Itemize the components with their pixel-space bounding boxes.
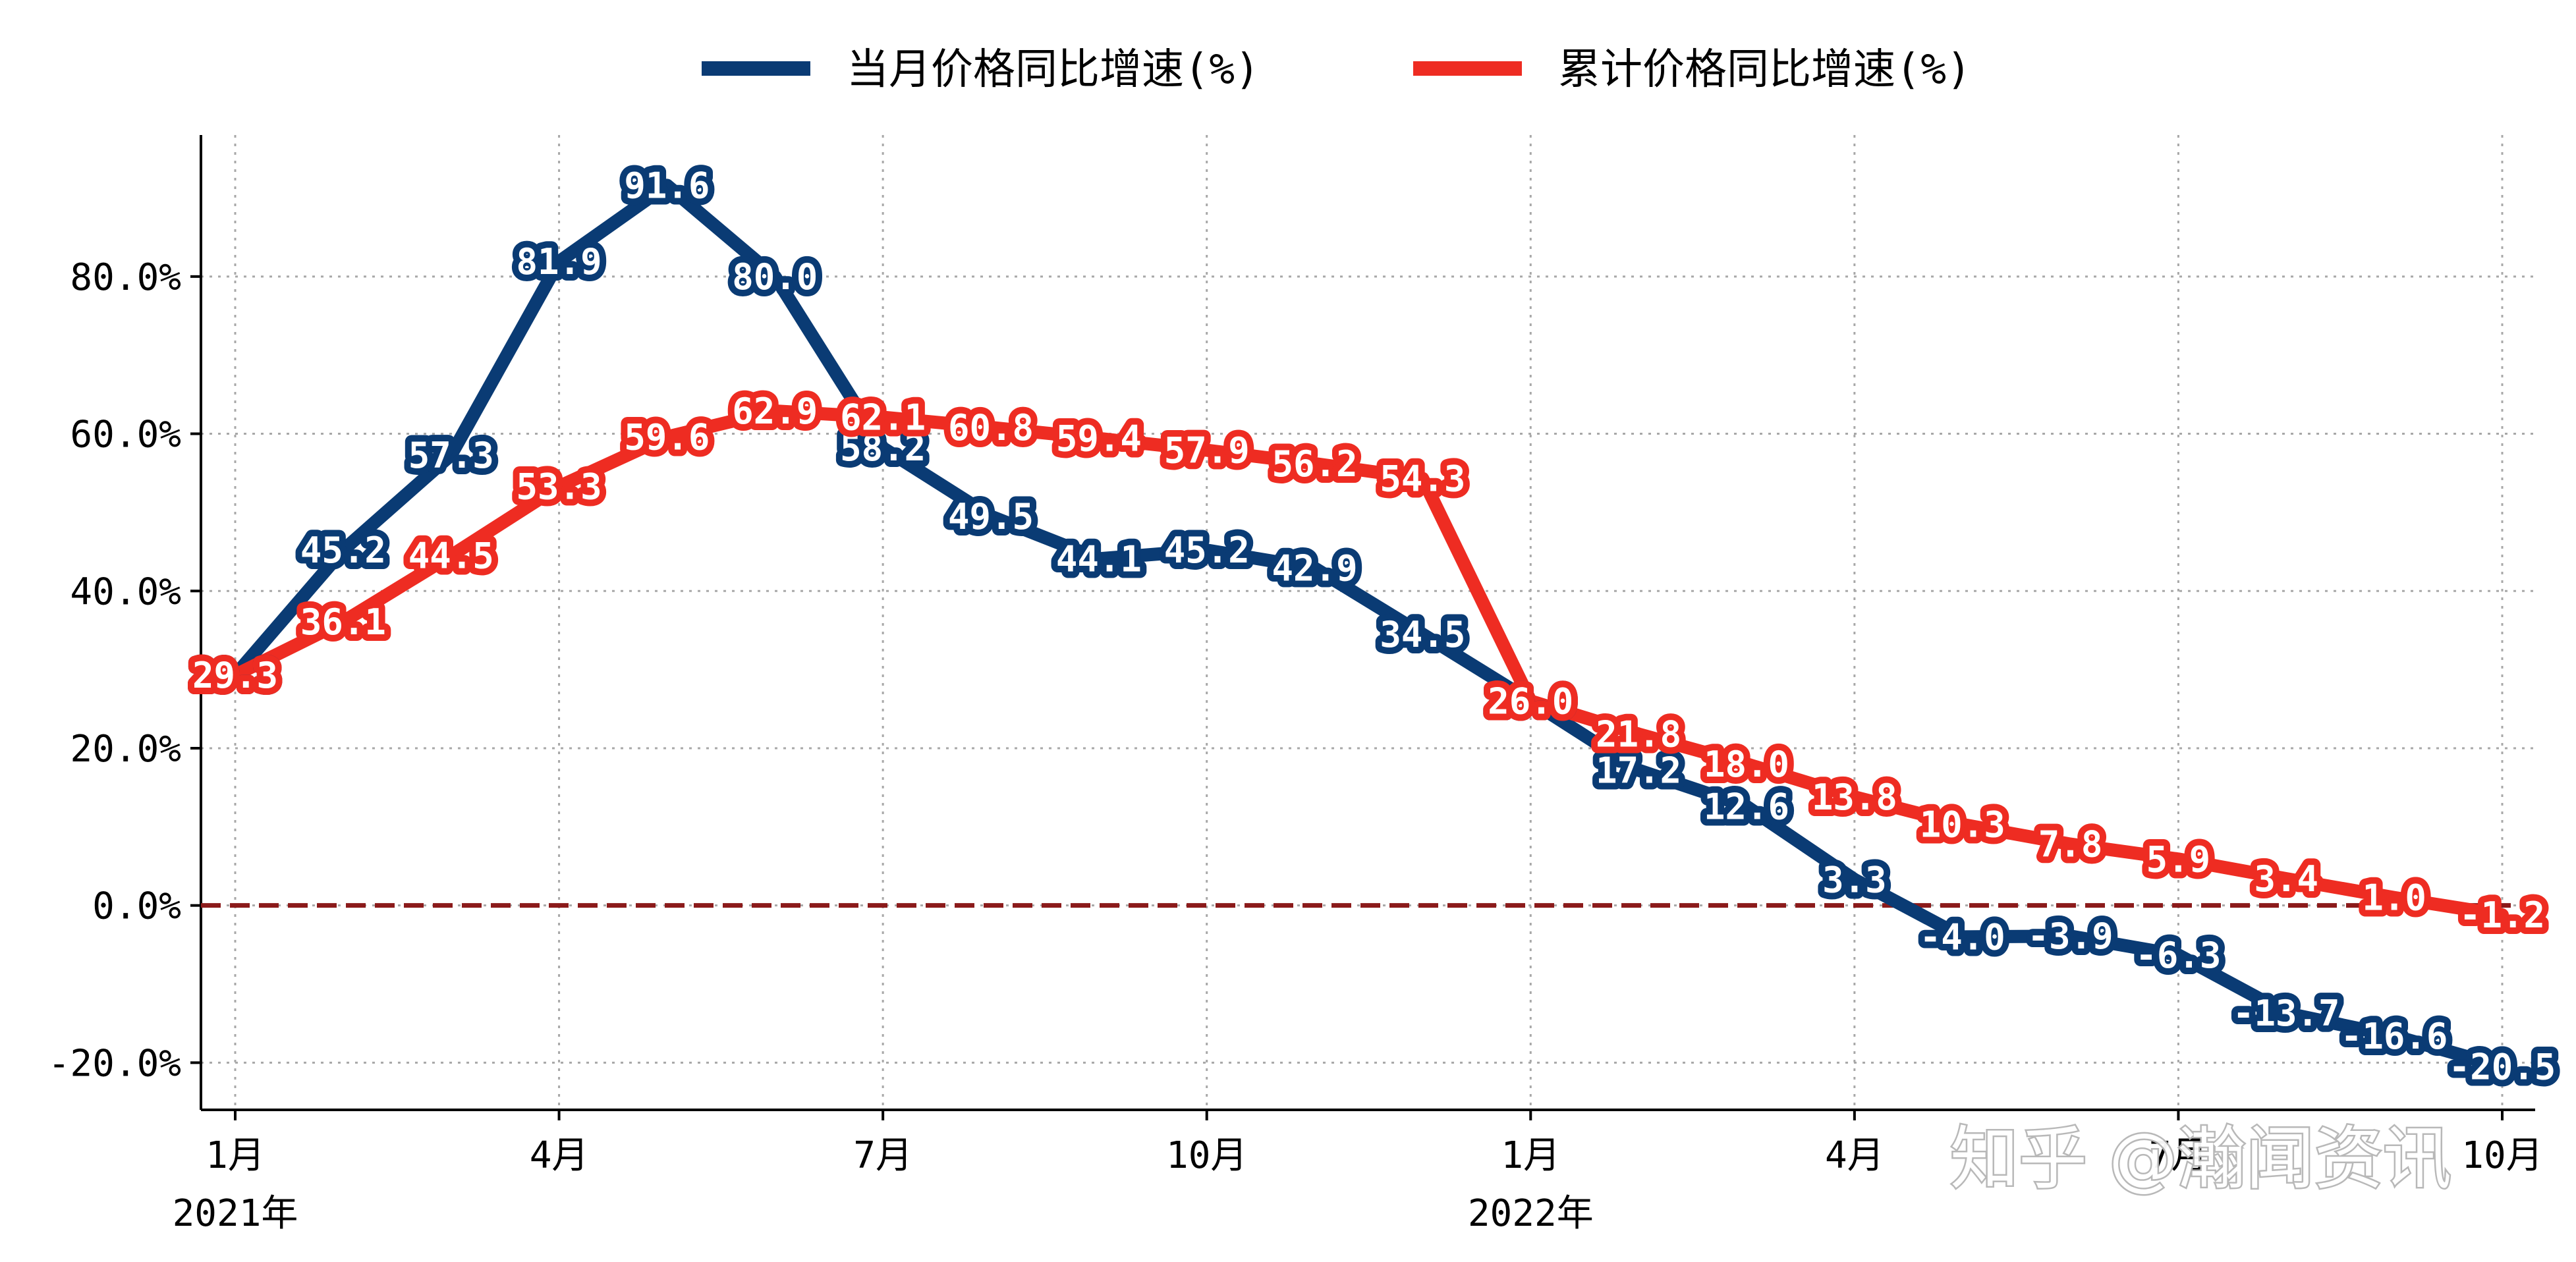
x-tick-label: 10月: [2461, 1134, 2542, 1177]
data-label-monthly: 49.5: [948, 496, 1034, 537]
data-label-cumulative: 26.0: [1488, 680, 1573, 722]
data-label-cumulative: 18.0: [1704, 744, 1789, 785]
data-label-cumulative: 3.4: [2254, 858, 2319, 900]
data-labels: 29.3 45.2 57.3 81.9 91.6 80.0 58.2 49.5 44.1 45.2…: [186, 158, 2562, 1094]
data-label-cumulative: 29.3: [192, 655, 278, 696]
x-year-label: 2021年: [173, 1192, 298, 1235]
x-tick-label: 10月: [1166, 1134, 1247, 1177]
data-label-monthly: 17.2: [1596, 750, 1681, 791]
data-label-monthly: -3.9: [2028, 916, 2114, 957]
data-label-monthly: 80.0: [732, 256, 818, 298]
data-label-cumulative: 5.9: [2146, 838, 2211, 880]
x-year-label: 2022年: [1468, 1192, 1594, 1235]
y-tick-label: 0.0%: [92, 885, 181, 928]
data-label-monthly: -4.0: [1920, 916, 2005, 958]
data-label-cumulative: 57.9: [1164, 430, 1250, 472]
data-label-cumulative: 54.3: [1380, 458, 1465, 500]
data-label-monthly: -13.7: [2233, 993, 2340, 1034]
data-label-monthly: 45.2: [300, 530, 386, 571]
data-label-monthly: 91.6: [624, 165, 710, 206]
y-tick-label: 40.0%: [70, 570, 181, 613]
data-label-cumulative: 56.2: [1272, 443, 1358, 485]
x-tick-label: 4月: [530, 1134, 589, 1177]
data-label-cumulative: -1.2: [2459, 894, 2545, 936]
data-label-monthly: 57.3: [408, 435, 494, 476]
data-label-cumulative: 7.8: [2038, 824, 2103, 865]
data-label-monthly: 12.6: [1704, 786, 1789, 827]
x-tick-label: 1月: [206, 1134, 265, 1177]
data-label-monthly: 29.3: [192, 655, 278, 696]
data-label-monthly: 34.5: [1380, 614, 1465, 655]
x-tick-label: 7月: [2149, 1134, 2208, 1177]
series-lines: [229, 178, 2509, 1074]
x-tick-label: 7月: [853, 1134, 912, 1177]
data-label-monthly: 44.1: [1056, 538, 1142, 580]
data-label-cumulative: 62.1: [840, 397, 926, 438]
data-label-cumulative: 60.8: [948, 407, 1034, 449]
data-label-monthly: 81.9: [517, 241, 602, 283]
data-label-monthly: -6.3: [2135, 935, 2221, 976]
data-label-cumulative: 1.0: [2362, 877, 2426, 919]
legend-label-monthly: 当月价格同比增速(%): [847, 45, 1260, 94]
data-label-monthly: -16.6: [2341, 1016, 2448, 1057]
data-label-cumulative: 36.1: [300, 601, 386, 643]
watermark-text: 知乎 @瀚闻资讯: [1950, 1118, 2451, 1199]
legend: 当月价格同比增速(%) 累计价格同比增速(%): [702, 45, 1972, 94]
data-label-cumulative: 10.3: [1920, 804, 2005, 846]
data-label-cumulative: 59.4: [1056, 418, 1142, 460]
series-line-monthly: [229, 178, 2509, 1074]
data-label-monthly: 26.0: [1488, 680, 1573, 722]
data-label-cumulative: 21.8: [1596, 713, 1681, 755]
data-label-cumulative: 59.6: [624, 416, 710, 458]
y-tick-label: -20.0%: [48, 1042, 181, 1085]
legend-label-cumulative: 累计价格同比增速(%): [1558, 45, 1972, 94]
data-label-cumulative: 44.5: [408, 535, 494, 577]
data-label-cumulative: 53.3: [517, 466, 602, 508]
y-tick-label: 80.0%: [70, 256, 181, 299]
x-tick-label: 1月: [1501, 1134, 1560, 1177]
series-line-cumulative: [229, 404, 2509, 921]
x-tick-label: 4月: [1825, 1134, 1884, 1177]
y-tick-label: 60.0%: [70, 414, 181, 456]
data-label-monthly: 3.3: [1822, 859, 1887, 900]
data-label-cumulative: 62.9: [732, 391, 818, 432]
data-label-monthly: 58.2: [840, 427, 926, 469]
data-label-monthly: -20.5: [2449, 1046, 2556, 1087]
data-label-cumulative: 13.8: [1812, 777, 1897, 818]
data-label-monthly: 45.2: [1164, 530, 1250, 571]
axes: -20.0% 0.0% 20.0% 40.0% 60.0% 80.0% 1月 4月 7月 10月 1…: [48, 135, 2543, 1235]
y-tick-label: 20.0%: [70, 728, 181, 771]
data-label-monthly: 42.9: [1272, 548, 1358, 590]
